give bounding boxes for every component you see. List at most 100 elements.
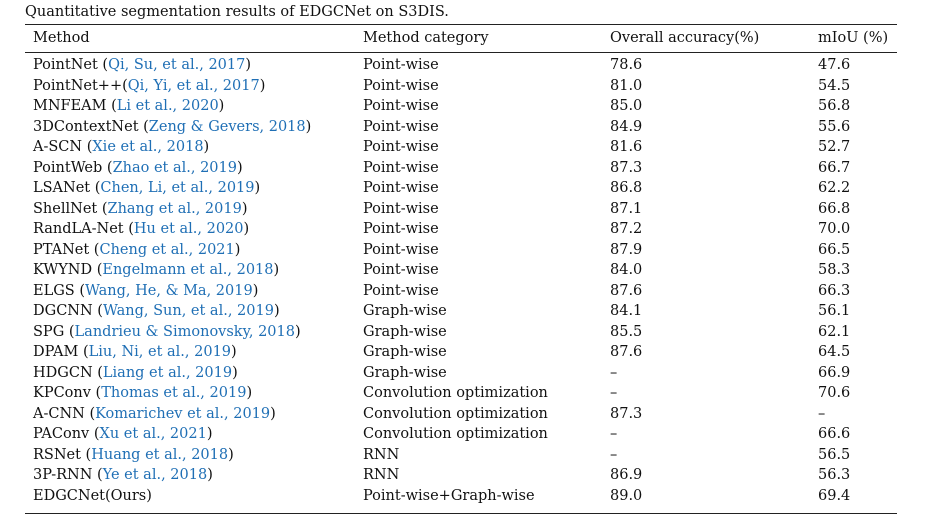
- method-name: DPAM (: [33, 344, 89, 360]
- overall-accuracy-cell: 87.3: [610, 405, 643, 422]
- category-cell: Point-wise: [363, 241, 439, 258]
- citation-link[interactable]: Ye et al., 2018: [102, 467, 208, 483]
- overall-accuracy-cell: 85.0: [610, 98, 643, 114]
- overall-accuracy-cell: 87.9: [610, 241, 643, 258]
- header-rule: [25, 52, 897, 53]
- table-row: ShellNet (Zhang et al., 2019) Point-wise 8…: [25, 199, 897, 220]
- miou-cell: 54.5: [818, 77, 851, 94]
- miou-cell: 62.1: [818, 323, 851, 340]
- citation-link[interactable]: Thomas et al., 2019: [101, 385, 247, 401]
- miou-cell: 66.8: [818, 200, 851, 217]
- overall-accuracy-cell: –: [610, 426, 618, 442]
- method-cell: PTANet (Cheng et al., 2021): [25, 240, 355, 261]
- table-row: KWYND (Engelmann et al., 2018) Point-wise…: [25, 260, 897, 281]
- method-paren: ): [228, 446, 234, 463]
- method-paren: ): [252, 282, 259, 299]
- citation-link[interactable]: Li et al., 2020: [116, 98, 219, 114]
- citation-link[interactable]: Xu et al., 2021: [99, 426, 207, 442]
- citation-link[interactable]: Chen, Li, et al., 2019: [100, 180, 255, 196]
- citation-link[interactable]: Qi, Yi, et al., 2017: [127, 77, 260, 94]
- method-name: ELGS (: [33, 282, 85, 299]
- header-miou: mIoU (%): [818, 30, 889, 46]
- method-paren: ): [273, 303, 280, 319]
- table-row: PointNet (Qi, Su, et al., 2017) Point-wis…: [25, 55, 897, 76]
- miou-cell: 55.6: [818, 118, 851, 135]
- method-name: MNFEAM (: [33, 98, 117, 114]
- method-cell: RandLA-Net (Hu et al., 2020): [25, 219, 355, 240]
- method-paren: ): [237, 159, 243, 176]
- category-cell: Point-wise: [363, 77, 439, 94]
- citation-link[interactable]: Qi, Su, et al., 2017: [108, 57, 246, 73]
- overall-accuracy-cell: 86.9: [610, 467, 643, 483]
- category-cell: Point-wise: [363, 98, 439, 114]
- method-cell: PointNet++(Qi, Yi, et al., 2017): [25, 76, 355, 97]
- method-cell: RSNet (Huang et al., 2018): [25, 445, 355, 466]
- method-cell: KPConv (Thomas et al., 2019): [25, 383, 355, 404]
- table-row: ELGS (Wang, He, & Ma, 2019) Point-wise 87.…: [25, 281, 897, 302]
- method-name: RSNet (: [33, 446, 92, 463]
- category-cell: Point-wise: [363, 221, 439, 237]
- citation-link[interactable]: Cheng et al., 2021: [99, 241, 235, 258]
- overall-accuracy-cell: 86.8: [610, 180, 643, 196]
- miou-cell: 56.1: [818, 303, 851, 319]
- header-method: Method: [33, 30, 90, 46]
- category-cell: Point-wise: [363, 159, 439, 176]
- miou-cell: 47.6: [818, 57, 851, 73]
- miou-cell: 70.0: [818, 221, 851, 237]
- overall-accuracy-cell: 87.6: [610, 282, 643, 299]
- method-name: PointNet++(: [33, 77, 128, 94]
- method-name: KPConv (: [33, 385, 102, 401]
- method-paren: ): [231, 344, 237, 360]
- citation-link[interactable]: Zeng & Gevers, 2018: [148, 118, 306, 135]
- citation-link[interactable]: Landrieu & Simonovsky, 2018: [74, 323, 295, 340]
- overall-accuracy-cell: 87.3: [610, 159, 643, 176]
- citation-link[interactable]: Liu, Ni, et al., 2019: [88, 344, 232, 360]
- method-paren: ): [203, 139, 210, 155]
- table-row: LSANet (Chen, Li, et al., 2019) Point-wis…: [25, 178, 897, 199]
- method-paren: ): [254, 180, 261, 196]
- citation-link[interactable]: Komarichev et al., 2019: [95, 405, 271, 422]
- table-row: HDGCN (Liang et al., 2019) Graph-wise – 66.…: [25, 363, 897, 384]
- overall-accuracy-cell: –: [610, 364, 618, 381]
- category-cell: Graph-wise: [363, 323, 447, 340]
- miou-cell: 66.5: [818, 241, 851, 258]
- citation-link[interactable]: Liang et al., 2019: [102, 364, 233, 381]
- category-cell: Point-wise: [363, 262, 439, 278]
- header-row: Method Method category Overall accuracy(…: [25, 25, 897, 52]
- citation-link[interactable]: Huang et al., 2018: [91, 446, 229, 463]
- table-caption: Quantitative segmentation results of EDG…: [25, 4, 449, 20]
- method-cell: A-SCN (Xie et al., 2018): [25, 137, 355, 158]
- overall-accuracy-cell: 81.6: [610, 139, 643, 155]
- method-paren: ): [259, 77, 266, 94]
- method-name: ShellNet (: [33, 200, 108, 217]
- category-cell: Point-wise+Graph-wise: [363, 487, 535, 504]
- overall-accuracy-cell: 89.0: [610, 487, 643, 504]
- method-paren: ): [245, 57, 252, 73]
- category-cell: Point-wise: [363, 57, 439, 73]
- citation-link[interactable]: Zhao et al., 2019: [112, 159, 237, 176]
- method-cell: HDGCN (Liang et al., 2019): [25, 363, 355, 384]
- citation-link[interactable]: Wang, He, & Ma, 2019: [85, 282, 253, 299]
- method-name: LSANet (: [33, 180, 101, 196]
- miou-cell: 62.2: [818, 180, 851, 196]
- citation-link[interactable]: Engelmann et al., 2018: [102, 262, 274, 278]
- method-cell: KWYND (Engelmann et al., 2018): [25, 260, 355, 281]
- method-name: PTANet (: [33, 241, 100, 258]
- miou-cell: 66.9: [818, 364, 851, 381]
- category-cell: Graph-wise: [363, 364, 447, 381]
- citation-link[interactable]: Wang, Sun, et al., 2019: [102, 303, 274, 319]
- top-rule: [25, 24, 897, 25]
- header-overall-accuracy: Overall accuracy(%): [610, 30, 760, 46]
- method-cell: SPG (Landrieu & Simonovsky, 2018): [25, 322, 355, 343]
- citation-link[interactable]: Zhang et al., 2019: [107, 200, 242, 217]
- table-body: PointNet (Qi, Su, et al., 2017) Point-wis…: [25, 55, 897, 506]
- method-name: 3P-RNN (: [33, 467, 103, 483]
- method-name: DGCNN (: [33, 303, 103, 319]
- method-name: PointNet (: [33, 57, 109, 73]
- method-cell: EDGCNet(Ours): [25, 486, 355, 507]
- method-cell: DPAM (Liu, Ni, et al., 2019): [25, 342, 355, 363]
- method-cell: 3P-RNN (Ye et al., 2018): [25, 465, 355, 486]
- category-cell: Convolution optimization: [363, 426, 548, 442]
- citation-link[interactable]: Xie et al., 2018: [92, 139, 204, 155]
- citation-link[interactable]: Hu et al., 2020: [133, 221, 244, 237]
